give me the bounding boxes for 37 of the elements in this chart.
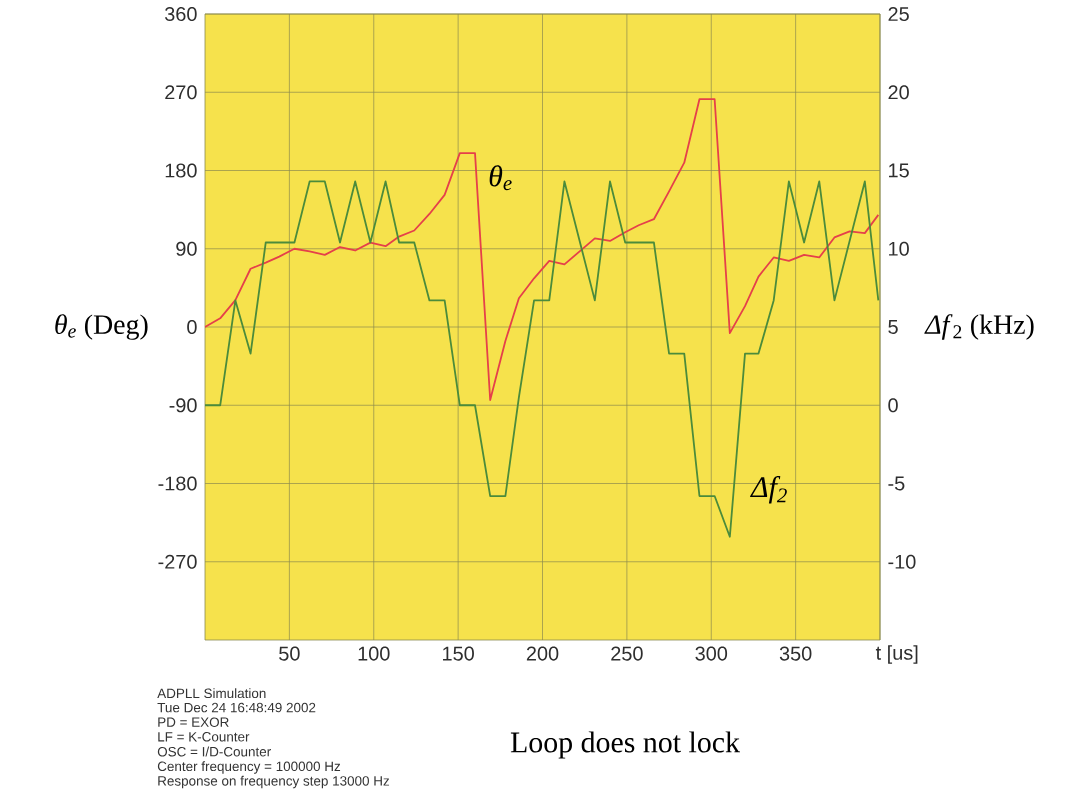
x-tick-label: 200 — [526, 646, 559, 661]
text: OSC = I/D-Counter — [157, 746, 271, 757]
x-axis-title: t [us] — [875, 645, 918, 664]
text: ADPLL Simulation — [157, 688, 266, 699]
y2-tick-label: -10 — [888, 554, 916, 569]
series-label: θ$_{e}$ — [489, 165, 512, 191]
x-tick-label: 100 — [358, 646, 390, 661]
text: θ$_{e}$ (Deg) — [55, 314, 148, 340]
y2-axis-title: Δf$_{2}$ (kHz) — [924, 314, 1034, 340]
y-tick-label: 90 — [176, 241, 197, 256]
text: LF = K-Counter — [158, 732, 250, 742]
x-tick-label: 350 — [779, 646, 812, 661]
y-tick-label: 360 — [165, 6, 197, 22]
text: Tue Dec 24 16:48:49 2002 — [157, 702, 316, 713]
y-tick-label: -90 — [169, 398, 197, 413]
y2-tick-label: 5 — [888, 320, 898, 334]
y-tick-label: -270 — [158, 554, 197, 569]
y2-tick-label: 10 — [889, 241, 909, 256]
y-tick-label: 180 — [165, 163, 197, 178]
y2-tick-label: 25 — [888, 6, 909, 22]
series-label: Δf$_{2}$ — [750, 476, 787, 504]
x-tick-label: 50 — [279, 646, 300, 661]
x-tick-label: 300 — [695, 646, 728, 661]
y2-tick-label: -5 — [888, 476, 905, 491]
y-tick-label: 0 — [187, 319, 197, 335]
x-tick-label: 250 — [611, 646, 643, 661]
line-series — [205, 98, 880, 401]
y2-tick-label: 0 — [888, 398, 898, 413]
y-tick-label: 270 — [165, 85, 197, 100]
text: Response on frequency step 13000 Hz — [158, 775, 390, 789]
y-tick-label: -180 — [158, 476, 197, 491]
text: Loop does not lock — [510, 731, 740, 759]
text: Center frequency = 100000 Hz — [157, 761, 341, 774]
y2-tick-label: 15 — [889, 163, 909, 178]
y2-tick-label: 20 — [888, 85, 909, 100]
x-tick-label: 150 — [443, 646, 474, 661]
text: PD = EXOR — [158, 717, 229, 727]
